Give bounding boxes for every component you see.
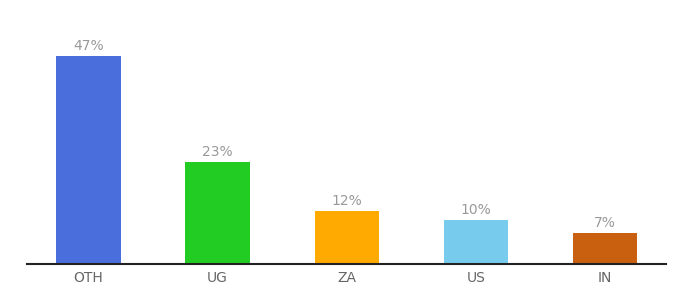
Text: 23%: 23% [203,146,233,159]
Bar [443,220,508,264]
Bar [56,56,121,264]
Text: 47%: 47% [73,39,104,53]
Text: 12%: 12% [331,194,362,208]
Bar [315,211,379,264]
Text: 7%: 7% [594,216,616,230]
Bar [186,163,250,264]
Text: 10%: 10% [460,203,492,217]
Bar [573,233,637,264]
